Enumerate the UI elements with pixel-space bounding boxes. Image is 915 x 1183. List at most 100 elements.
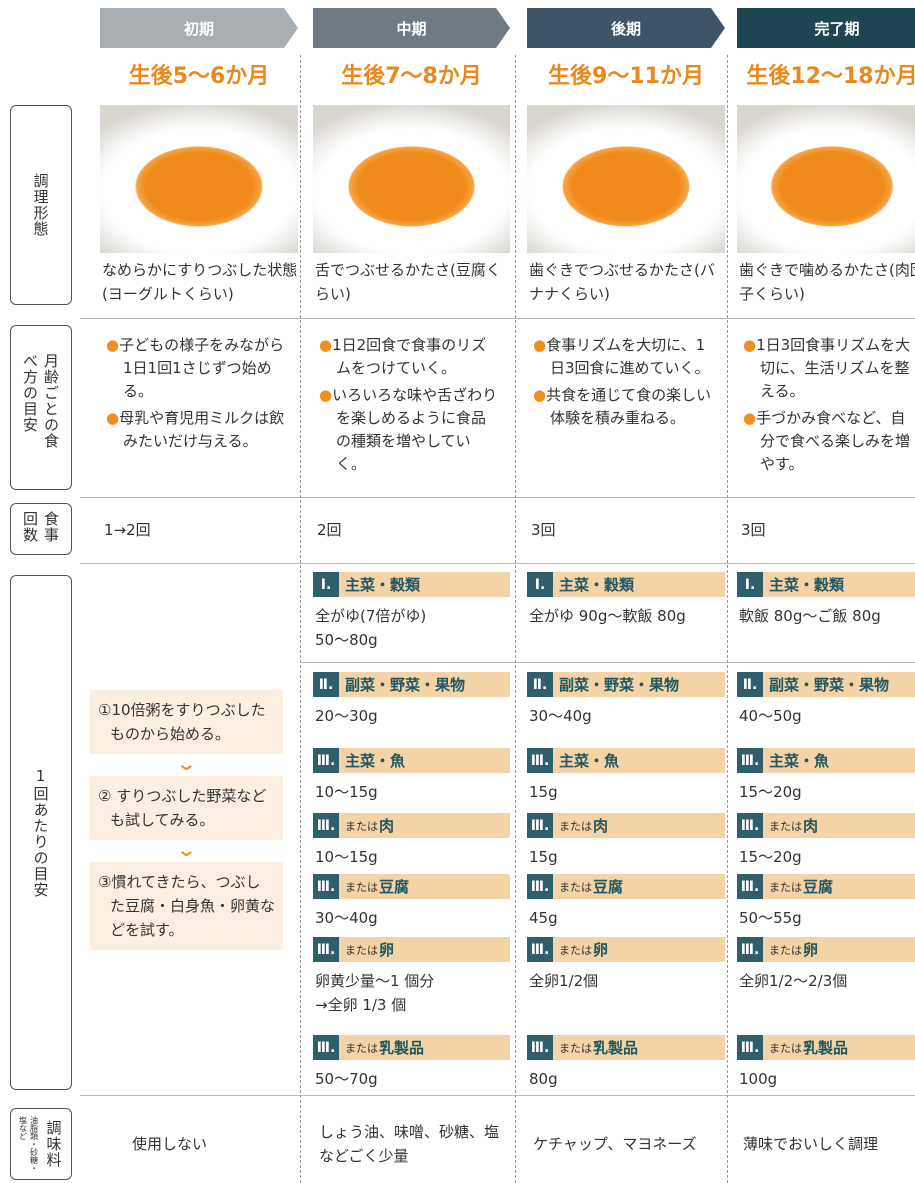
portion-badge: Ⅰ. 主菜・穀類 [737,572,915,597]
texture: 舌でつぶせるかたさ(豆腐くらい) [315,261,501,303]
badge-number: Ⅲ. [527,813,553,838]
portion-amount: 卵黄少量〜1 個分 →全卵 1/3 個 [315,972,435,1014]
seasoning: 使用しない [132,1135,208,1153]
portion-badge: Ⅲ. または卵 [313,937,510,962]
divider [80,1095,915,1096]
portion-amount: 30〜40g [315,909,378,927]
badge-number: Ⅲ. [527,1035,553,1060]
chevron: ⌄ [175,754,198,775]
label-box: 1回あたりの目安 [10,575,72,1090]
step-text: ③慣れてきたら、つぶした豆腐・白身魚・卵黄などを試す。 [90,862,283,950]
badge-label: 副菜・野菜・果物 [769,676,890,694]
label-box: 月齢ごとの食べ方の目安 [10,325,72,490]
portion-badge: Ⅱ. 副菜・野菜・果物 [313,672,510,697]
badge-prefix: または [559,1041,592,1055]
badge-label: 肉 [593,817,609,835]
portion-amount: 45g [529,909,558,927]
portion-badge: Ⅲ. または卵 [527,937,725,962]
badge-number: Ⅲ. [737,813,763,838]
meal-count: 3回 [531,521,556,539]
badge-label: 乳製品 [593,1039,639,1057]
portion-amount: 全がゆ 90g〜軟飯 80g [529,607,686,625]
portion-badge: Ⅰ. 主菜・穀類 [313,572,510,597]
badge-prefix: または [559,943,592,957]
portion-badge: Ⅰ. 主菜・穀類 [527,572,725,597]
badge-label: 乳製品 [379,1039,425,1057]
badge-label: 卵 [379,941,395,959]
guide-list: 1日3回食事リズムを大切に、生活リズムを整える。手づかみ食べなど、自分で食べる楽… [743,334,915,480]
portion-amount: 80g [529,1070,558,1088]
badge-number: Ⅰ. [527,572,553,597]
badge-label: 肉 [803,817,819,835]
badge-label: 主菜・穀類 [769,576,845,594]
portion-badge: Ⅲ. または卵 [737,937,915,962]
separator [515,55,516,1183]
badge-prefix: または [345,880,378,894]
badge-number: Ⅲ. [527,937,553,962]
portion-amount: 15g [529,783,558,801]
stage-age: 生後5〜6か月 [128,64,270,89]
portion-badge: Ⅲ. または肉 [527,813,725,838]
badge-label: 主菜・魚 [769,752,830,770]
label-box: 調理形態 [10,105,72,305]
stage-age: 生後12〜18か月 [746,64,915,89]
badge-number: Ⅲ. [527,748,553,773]
guide-item: 1日3回食事リズムを大切に、生活リズムを整える。 [743,334,915,403]
divider [80,563,915,564]
badge-number: Ⅲ. [527,874,553,899]
portion-badge: Ⅱ. 副菜・野菜・果物 [737,672,915,697]
badge-number: Ⅱ. [527,672,553,697]
portion-badge: Ⅲ. または 豆腐 [737,874,915,899]
badge-label: 主菜・魚 [345,752,406,770]
portion-badge: Ⅲ. 主菜・魚 [313,748,510,773]
portion-amount: 全がゆ(7倍がゆ) 50〜80g [315,607,427,649]
step-text: ①10倍粥をすりつぶしたものから始める。 [90,690,283,754]
badge-number: Ⅲ. [737,937,763,962]
badge-number: Ⅲ. [737,1035,763,1060]
portion-amount: 15〜20g [739,783,802,801]
guide-item: 1日2回食で食事のリズムをつけていく。 [319,334,498,380]
badge-label: 副菜・野菜・果物 [559,676,680,694]
badge-label: 卵 [803,941,819,959]
badge-label: 副菜・野菜・果物 [345,676,466,694]
label-box: 油脂類・砂糖・塩など 調味料 [10,1108,72,1180]
stage-age: 生後9〜11か月 [548,64,704,89]
portion-amount: 100g [739,1070,778,1088]
portion-badge: Ⅲ. 主菜・魚 [527,748,725,773]
badge-prefix: または [345,1041,378,1055]
badge-label: 肉 [379,817,395,835]
badge-prefix: または [559,819,592,833]
food-photo [313,105,510,253]
badge-label: 豆腐 [593,878,624,896]
food-photo [527,105,725,253]
portion-amount: 全卵1/2個 [529,972,599,990]
portion-amount: 15〜20g [739,848,802,866]
portion-amount: 40〜50g [739,707,802,725]
row-label: 調味料 [44,1120,63,1168]
guide-list: 子どもの様子をみながら1日1回1さじずつ始める。母乳や育児用ミルクは飲みたいだけ… [106,334,286,457]
divider [80,497,915,498]
food-photo [737,105,915,253]
seasoning: しょう油、味噌、砂糖、塩などごく少量 [319,1123,500,1165]
chevron: ⌄ [175,840,198,861]
stage-header: 後期 [527,8,725,48]
texture: なめらかにすりつぶした状態(ヨーグルトくらい) [102,261,298,303]
badge-prefix: または [345,943,378,957]
seasoning: 薄味でおいしく調理 [743,1135,879,1153]
badge-number: Ⅲ. [313,937,339,962]
meal-count: 1→2回 [104,521,151,539]
badge-label: 豆腐 [803,878,834,896]
badge-prefix: または [769,1041,802,1055]
stage-header: 完了期 [737,8,915,48]
portion-amount: 軟飯 80g〜ご飯 80g [739,607,881,625]
guide-item: 母乳や育児用ミルクは飲みたいだけ与える。 [106,407,286,453]
portion-badge: Ⅲ. または 豆腐 [527,874,725,899]
texture: 歯ぐきで噛めるかたさ(肉団子くらい) [739,261,915,303]
badge-prefix: または [769,880,802,894]
stage-header: 初期 [100,8,298,48]
texture: 歯ぐきでつぶせるかたさ(バナナくらい) [529,261,715,303]
food-photo [100,105,298,253]
portion-amount: 50〜55g [739,909,802,927]
guide-item: いろいろな味や舌ざわりを楽しめるように食品の種類を増やしていく。 [319,384,498,476]
